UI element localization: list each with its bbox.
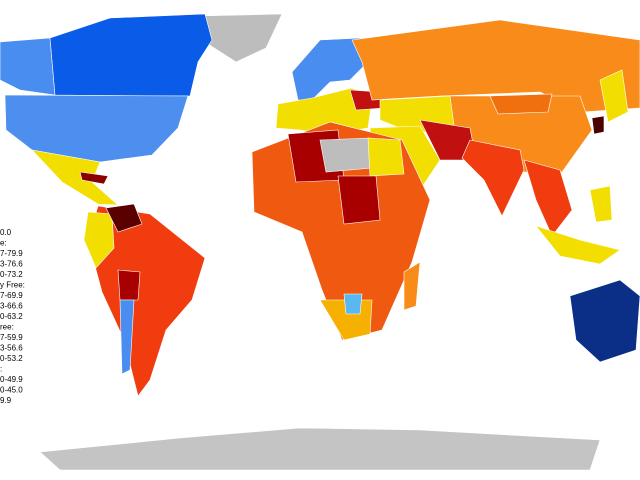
legend-label: 3-76.6 [0, 260, 23, 269]
land [0, 13, 640, 471]
canada [49, 13, 213, 97]
alaska [0, 37, 56, 96]
legend-label: 0-45.0 [0, 386, 23, 395]
botswana [343, 293, 363, 315]
legend-label: 9.9 [0, 396, 12, 405]
legend-label: 7-79.9 [0, 249, 23, 258]
europe [275, 87, 373, 135]
antarctica [39, 427, 601, 471]
usa [4, 94, 189, 163]
colombia [83, 211, 115, 269]
legend-label: y Free: [0, 281, 25, 290]
venezuela [105, 203, 143, 233]
sudan [337, 175, 381, 225]
se-asia [523, 159, 573, 237]
bolivia [117, 269, 141, 301]
north-korea [591, 115, 605, 135]
india [461, 139, 525, 217]
legend: 0.0 e:7-79.9 3-76.60-73.2 y Free:7-69.9 3-66… [0, 228, 25, 405]
madagascar [403, 261, 421, 311]
legend-label: 0-73.2 [0, 270, 23, 279]
legend-label: 0.0 [0, 228, 12, 237]
libya [319, 137, 373, 173]
legend-label: 0-63.2 [0, 312, 23, 321]
philippines [589, 185, 613, 223]
legend-label: 3-56.6 [0, 344, 23, 353]
chile [119, 299, 135, 375]
mexico [31, 149, 119, 206]
japan [599, 69, 629, 123]
mongolia [489, 93, 553, 115]
australia [569, 279, 640, 363]
cuba [79, 171, 109, 185]
legend-label: 3-66.6 [0, 302, 23, 311]
south-america [87, 205, 206, 397]
legend-label: e: [0, 239, 7, 248]
legend-label: ree: [0, 323, 14, 332]
legend-label: : [0, 365, 2, 374]
legend-label: 0-49.9 [0, 375, 23, 384]
legend-label: 7-59.9 [0, 333, 23, 342]
egypt [367, 137, 405, 177]
legend-label: 7-69.9 [0, 291, 23, 300]
indonesia [535, 225, 621, 265]
legend-label: 0-53.2 [0, 354, 23, 363]
